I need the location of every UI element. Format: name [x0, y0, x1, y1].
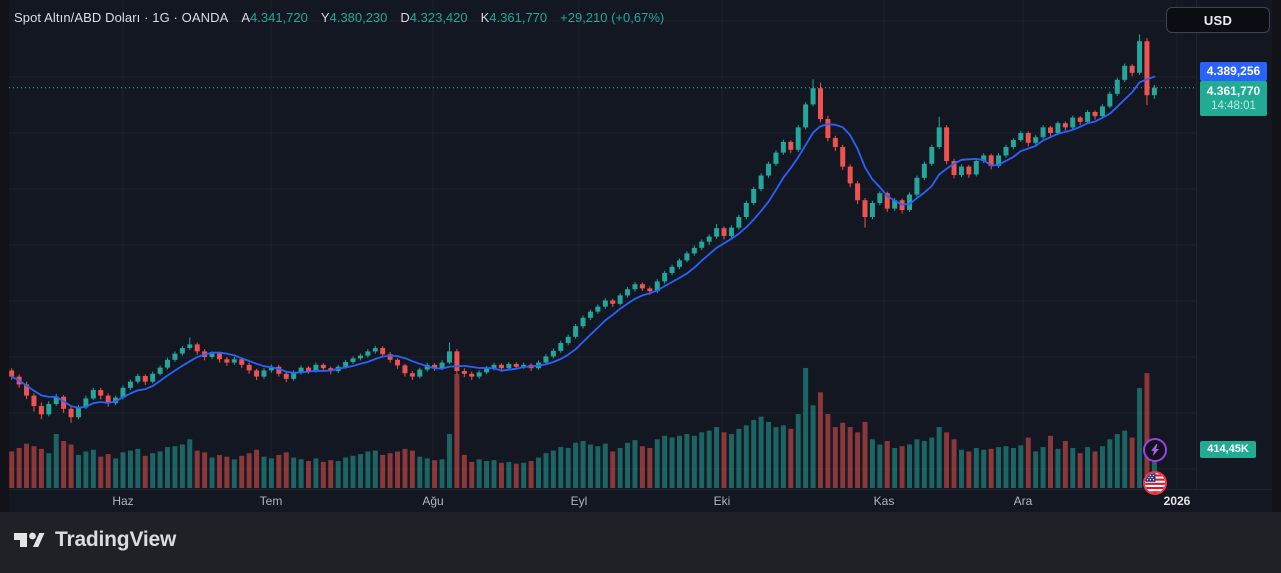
- lightning-event-icon[interactable]: [1143, 438, 1167, 462]
- bar-countdown-timer: 14:48:01: [1211, 100, 1256, 112]
- ohlc-high-label: Y: [320, 10, 330, 25]
- time-axis[interactable]: Haz Tem Ağu Eyl Eki Kas Ara 2026: [9, 489, 1272, 512]
- ohlc-open: A4.341,720: [241, 10, 308, 25]
- ohlc-open-value: 4.341,720: [250, 10, 308, 25]
- ma-price-tag: 4.389,256: [1200, 62, 1267, 81]
- ohlc-close-label: K: [480, 10, 490, 25]
- last-price-value: 4.361,770: [1206, 84, 1261, 98]
- footer-bar: TradingView: [0, 512, 1281, 573]
- candlestick-chart-canvas[interactable]: [9, 0, 1196, 489]
- time-axis-month-label: Ağu: [422, 494, 444, 508]
- chart-widget: Spot Altın/ABD Doları · 1G · OANDA A4.34…: [9, 0, 1272, 512]
- ohlc-high-value: 4.380,230: [329, 10, 388, 25]
- ohlc-close-value: 4.361,770: [489, 10, 548, 25]
- ohlc-low-value: 4.323,420: [409, 10, 468, 25]
- symbol-header: Spot Altın/ABD Doları · 1G · OANDA A4.34…: [14, 10, 664, 25]
- time-axis-month-label: Eyl: [570, 494, 588, 508]
- symbol-title[interactable]: Spot Altın/ABD Doları · 1G · OANDA: [14, 10, 229, 25]
- time-axis-month-label: Eki: [713, 494, 731, 508]
- time-axis-month-label: Kas: [873, 494, 895, 508]
- us-flag-glyph: [1145, 473, 1165, 493]
- time-axis-month-label: Tem: [259, 494, 283, 508]
- time-axis-month-label: Ara: [1013, 494, 1033, 508]
- ohlc-close: K4.361,770: [481, 10, 548, 25]
- ohlc-high: Y4.380,230: [321, 10, 388, 25]
- price-axis[interactable]: 4.389,256 4.361,770 14:48:01 414,45K 4.2…: [1196, 0, 1272, 489]
- tradingview-wordmark: TradingView: [55, 528, 177, 551]
- ohlc-low: D4.323,420: [400, 10, 467, 25]
- lightning-bolt-glyph: [1151, 444, 1159, 456]
- time-axis-year-label: 2026: [1163, 494, 1191, 508]
- time-axis-month-label: Haz: [112, 494, 134, 508]
- price-pane[interactable]: Spot Altın/ABD Doları · 1G · OANDA A4.34…: [9, 0, 1196, 489]
- volume-tag: 414,45K: [1200, 441, 1256, 458]
- currency-usd-button[interactable]: USD: [1166, 7, 1270, 33]
- price-change: +29,210 (+0,67%): [560, 10, 665, 25]
- ohlc-open-label: A: [241, 10, 251, 25]
- last-price-tag: 4.361,770 14:48:01: [1200, 81, 1267, 116]
- tradingview-logo[interactable]: TradingView: [12, 528, 176, 552]
- ohlc-low-label: D: [400, 10, 410, 25]
- tradingview-logo-icon: [14, 532, 45, 547]
- us-flag-event-icon[interactable]: [1143, 471, 1167, 495]
